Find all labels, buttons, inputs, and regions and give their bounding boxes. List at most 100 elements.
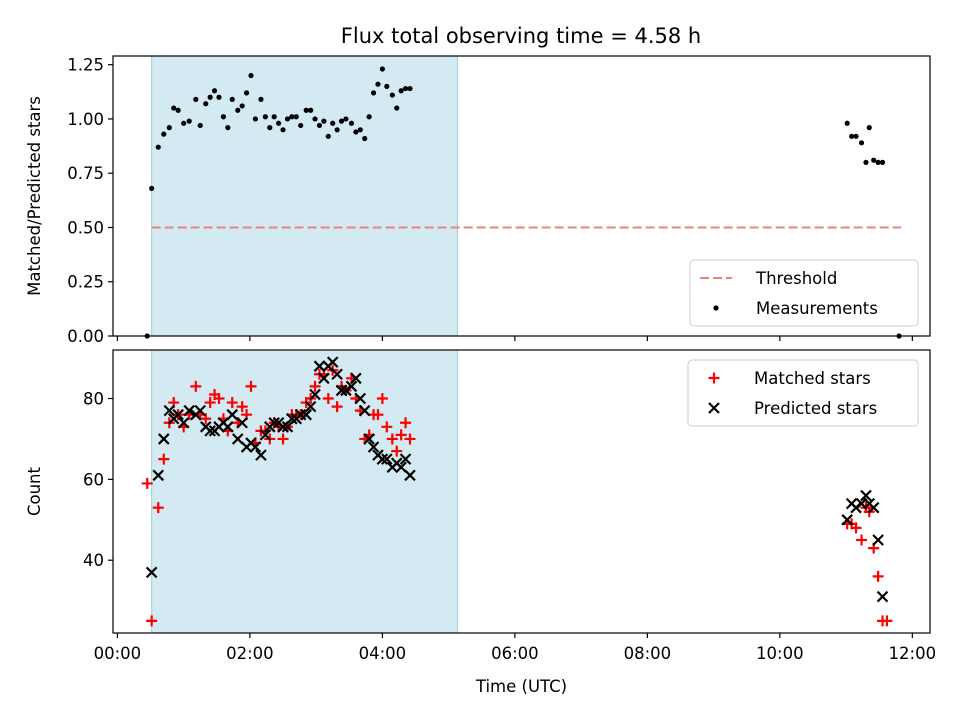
measurement-point (166, 125, 172, 131)
predicted-star-point (304, 400, 317, 413)
predicted-star-point (326, 356, 339, 368)
panel-2-legend: Matched stars Predicted stars (687, 359, 919, 427)
predicted-star-point (363, 433, 375, 445)
y-tick-label: 1.25 (67, 56, 104, 75)
measurement-point (330, 120, 336, 126)
predicted-star-point (268, 416, 280, 429)
matched-star-point (245, 380, 257, 392)
matched-star-point (190, 380, 202, 392)
predicted-star-point (255, 449, 267, 461)
matched-star-point (146, 615, 158, 627)
predicted-star-point (358, 404, 371, 417)
panel-1-frame (112, 55, 931, 337)
measurement-point (298, 122, 304, 129)
matched-star-point (372, 409, 384, 421)
legend-measurement-swatch (713, 305, 719, 311)
matched-star-point (213, 393, 225, 405)
measurement-point (216, 94, 222, 100)
legend-label: Measurements (756, 299, 878, 318)
matched-star-point (872, 570, 884, 582)
measurement-point (186, 118, 192, 124)
measurement-point (362, 135, 368, 142)
predicted-star-point (381, 453, 393, 465)
legend-label: Matched stars (754, 369, 871, 388)
matched-star-point (277, 433, 289, 445)
y-tick-label: 0.25 (67, 273, 104, 292)
measurement-point (357, 127, 363, 133)
predicted-star-point (300, 408, 312, 421)
predicted-star-point (249, 441, 262, 453)
x-tick-label: 02:00 (226, 644, 274, 663)
measurement-point (866, 125, 872, 131)
predicted-star-point (335, 384, 348, 397)
matched-star-point (158, 453, 170, 465)
matched-star-point (404, 433, 416, 445)
measurement-point (235, 107, 241, 113)
panel-2: 40 60 80 00:00 02:00 04:00 06:00 08:00 10:00 12:0… (25, 349, 937, 696)
measurement-point (149, 185, 155, 192)
measurement-point (379, 66, 385, 72)
measurement-point (366, 114, 372, 120)
y-tick-label: 80 (83, 390, 104, 409)
measurement-point (863, 159, 869, 165)
measurement-point (316, 122, 323, 129)
legend-label: Predicted stars (754, 399, 877, 418)
measurement-point (325, 133, 331, 139)
predicted-star-point (281, 421, 294, 433)
matched-star-point (386, 433, 398, 445)
measurement-point (225, 125, 231, 131)
predicted-star-point (309, 388, 321, 401)
matched-star-point (226, 397, 238, 409)
measurement-point (370, 90, 377, 96)
matched-star-point (376, 393, 388, 405)
x-tick-label: 06:00 (491, 644, 539, 663)
legend-matched-swatch (708, 372, 720, 384)
measurement-point (220, 114, 227, 120)
matched-star-point (856, 534, 868, 546)
legend-box (687, 359, 919, 427)
measurement-point (338, 118, 345, 124)
predicted-star-point (367, 441, 380, 453)
measurement-point (175, 107, 181, 113)
x-tick-label: 12:00 (889, 644, 937, 663)
predicted-star-point (350, 372, 362, 385)
predicted-star-point (867, 501, 880, 514)
measurement-point (353, 129, 359, 135)
measurement-point (402, 85, 409, 92)
matched-star-point (152, 502, 164, 514)
measurement-point (211, 88, 218, 94)
predicted-star-point (236, 416, 248, 429)
matched-star-point (395, 429, 407, 441)
measurement-point (321, 118, 327, 124)
measurement-point (312, 116, 318, 122)
measurement-point (271, 114, 277, 120)
measurement-point (252, 116, 259, 122)
measurement-point (161, 131, 167, 137)
matched-star-point (204, 397, 216, 409)
x-tick-label: 04:00 (359, 644, 407, 663)
measurement-point (334, 127, 340, 133)
matched-star-point (236, 401, 248, 413)
panel-2-y-axis-label: Count (25, 466, 44, 516)
y-tick-label: 0.50 (67, 218, 104, 237)
predicted-star-point (145, 566, 158, 579)
matched-star-point (400, 417, 412, 429)
predicted-star-point (345, 380, 358, 393)
measurement-point (197, 122, 203, 129)
matched-star-point (322, 393, 334, 405)
predicted-star-point (204, 425, 216, 437)
panel-2-frame (112, 349, 931, 634)
predicted-star-point (172, 408, 184, 421)
measurement-point (155, 144, 161, 150)
panel-2-shaded-interval (151, 349, 458, 634)
predicted-star-point (286, 412, 298, 425)
measurement-point (207, 94, 213, 100)
measurement-point (203, 101, 209, 107)
predicted-star-point (376, 453, 389, 465)
panel-2-series-x (145, 356, 889, 603)
predicted-star-point (152, 469, 165, 482)
measurement-point (181, 120, 187, 126)
measurement-point (343, 116, 349, 122)
measurement-point (849, 133, 855, 139)
predicted-star-point (860, 489, 872, 502)
